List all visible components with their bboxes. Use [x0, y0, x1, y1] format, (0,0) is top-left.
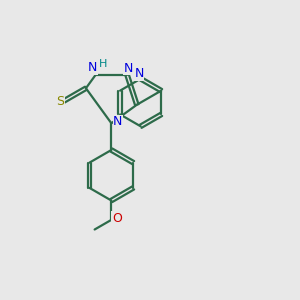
Text: S: S: [56, 95, 64, 108]
Text: N: N: [88, 61, 98, 74]
Text: N: N: [113, 115, 123, 128]
Text: N: N: [134, 67, 144, 80]
Text: H: H: [99, 58, 107, 69]
Text: N: N: [124, 62, 133, 75]
Text: O: O: [112, 212, 122, 225]
